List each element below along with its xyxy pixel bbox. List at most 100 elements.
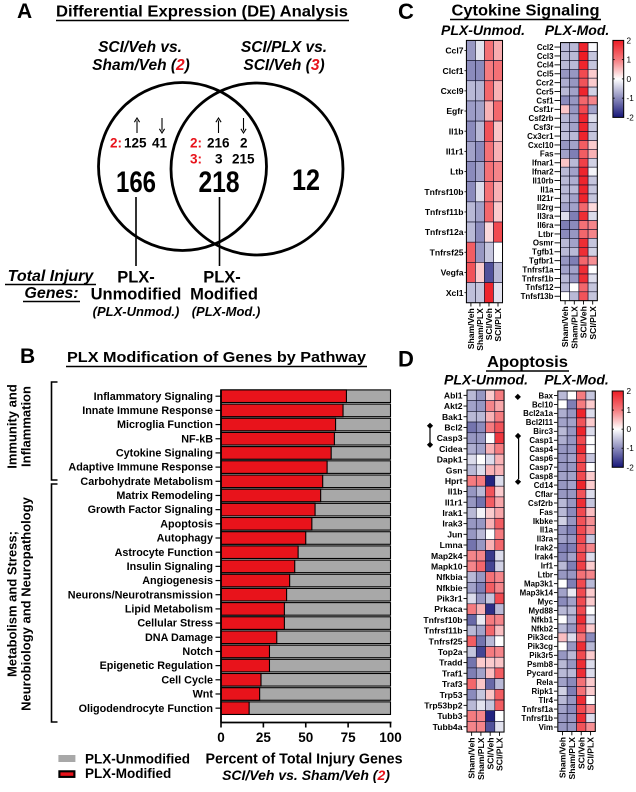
- svg-text:Total Injury: Total Injury: [8, 268, 95, 285]
- svg-text:Tgfbr1: Tgfbr1: [529, 256, 554, 265]
- svg-text:Sham/Veh: Sham/Veh: [560, 306, 570, 347]
- svg-text:Traf3: Traf3: [442, 679, 463, 689]
- svg-text:Sham/PLX: Sham/PLX: [476, 737, 486, 780]
- svg-text:Tnfrsf25: Tnfrsf25: [430, 247, 464, 257]
- svg-text:Casp4: Casp4: [529, 445, 553, 454]
- svg-text:Il1a: Il1a: [540, 526, 554, 535]
- svg-text:Tnfrsf10b: Tnfrsf10b: [423, 615, 462, 625]
- svg-text:SCI/Veh: SCI/Veh: [576, 737, 586, 769]
- svg-text:Unmodified: Unmodified: [91, 286, 182, 304]
- svg-text:Casp1: Casp1: [529, 436, 553, 445]
- svg-text:Cx3cr1: Cx3cr1: [527, 132, 554, 141]
- svg-text:Csf2rb: Csf2rb: [529, 114, 554, 123]
- svg-text:SCI/Veh: SCI/Veh: [484, 308, 494, 340]
- svg-text:SCI/PLX vs.: SCI/PLX vs.: [241, 39, 327, 56]
- svg-text:Differential Expression (DE) A: Differential Expression (DE) Analysis: [56, 4, 348, 21]
- svg-text:Myc: Myc: [538, 597, 554, 606]
- svg-text:Casp6: Casp6: [529, 454, 553, 463]
- svg-text:PLX-Unmod.: PLX-Unmod.: [444, 372, 528, 388]
- svg-text:Cytokine Signaling: Cytokine Signaling: [452, 3, 600, 20]
- svg-text:Vim: Vim: [539, 723, 553, 732]
- svg-text:PLX Modification of Genes by P: PLX Modification of Genes by Pathway: [67, 349, 367, 366]
- svg-text:Tgfb1: Tgfb1: [532, 248, 554, 257]
- svg-text:-1: -1: [627, 94, 635, 103]
- svg-text:Cflar: Cflar: [535, 490, 553, 499]
- svg-text:Rela: Rela: [536, 678, 553, 687]
- svg-text:Inflammatory Signaling: Inflammatory Signaling: [94, 391, 213, 403]
- svg-text:Neurons/Neurotransmission: Neurons/Neurotransmission: [68, 589, 213, 601]
- svg-text:0: 0: [627, 75, 632, 84]
- svg-text:Lmna: Lmna: [440, 540, 463, 550]
- svg-text:Microglia Function: Microglia Function: [117, 419, 213, 431]
- svg-text:Notch: Notch: [182, 646, 213, 658]
- svg-text:A: A: [17, 0, 32, 23]
- svg-text:PLX-: PLX-: [203, 269, 241, 287]
- svg-text:Abl1: Abl1: [444, 390, 463, 400]
- svg-text:Casp7: Casp7: [529, 463, 553, 472]
- svg-text:Bak1: Bak1: [442, 412, 463, 422]
- svg-text:SCI/Veh: SCI/Veh: [485, 738, 495, 770]
- svg-text:Tradd: Tradd: [439, 658, 462, 668]
- svg-text:Mapk10: Mapk10: [431, 561, 463, 571]
- svg-text:SCI/PLX: SCI/PLX: [495, 737, 505, 771]
- svg-text:C: C: [398, 0, 414, 24]
- svg-text:Pycard: Pycard: [527, 669, 553, 678]
- svg-text:Tnfrsf1a: Tnfrsf1a: [522, 705, 554, 714]
- svg-text:Apoptosis: Apoptosis: [160, 518, 213, 530]
- svg-text:Nfkbia: Nfkbia: [436, 572, 462, 582]
- svg-text:Growth Factor Signaling: Growth Factor Signaling: [88, 504, 213, 516]
- svg-text:Ifnar2: Ifnar2: [532, 167, 554, 176]
- svg-text:1: 1: [627, 56, 632, 65]
- svg-text:Wnt: Wnt: [193, 689, 214, 701]
- svg-text:Prkaca: Prkaca: [434, 604, 462, 614]
- svg-text:Il10rb: Il10rb: [532, 176, 553, 185]
- svg-text:PLX-Mod.: PLX-Mod.: [545, 22, 610, 38]
- svg-text:2: 2: [627, 36, 632, 45]
- svg-text:Psmb8: Psmb8: [527, 660, 553, 669]
- svg-text:Neurobiology and Neuropatholog: Neurobiology and Neuropathology: [19, 496, 34, 711]
- svg-text:Tubb3: Tubb3: [437, 711, 462, 721]
- svg-text:Carbohydrate Metabolism: Carbohydrate Metabolism: [80, 476, 213, 488]
- svg-text:Bcl2: Bcl2: [444, 423, 462, 433]
- svg-text:Traf1: Traf1: [442, 668, 463, 678]
- svg-text:0: 0: [217, 730, 225, 745]
- svg-text:(PLX-Unmod.): (PLX-Unmod.): [93, 304, 180, 319]
- svg-text:SCI/PLX: SCI/PLX: [493, 308, 503, 342]
- svg-text:Pik3cd: Pik3cd: [528, 633, 554, 642]
- svg-text:Irak3: Irak3: [442, 519, 462, 529]
- svg-text:Sham/PLX: Sham/PLX: [475, 308, 485, 351]
- svg-text:Bcl10: Bcl10: [532, 400, 554, 409]
- svg-text:Astrocyte Function: Astrocyte Function: [115, 547, 213, 559]
- svg-text:1: 1: [627, 406, 632, 415]
- svg-text:Il1r1: Il1r1: [446, 146, 464, 156]
- svg-text:Csf3r: Csf3r: [533, 123, 553, 132]
- svg-text:Il2rg: Il2rg: [537, 203, 554, 212]
- svg-text:-1: -1: [627, 444, 635, 453]
- svg-text:Ripk1: Ripk1: [532, 687, 554, 696]
- svg-text:12: 12: [292, 164, 320, 197]
- svg-text:Tnfrsf12a: Tnfrsf12a: [425, 227, 464, 237]
- svg-text:Irak4: Irak4: [535, 553, 554, 562]
- svg-text:Pik3cg: Pik3cg: [528, 642, 554, 651]
- svg-text:NF-kB: NF-kB: [181, 433, 213, 445]
- svg-text:DNA Damage: DNA Damage: [145, 632, 213, 644]
- svg-text:Trp53bp2: Trp53bp2: [424, 700, 462, 710]
- svg-text:Ccl7: Ccl7: [445, 46, 463, 56]
- svg-text:0: 0: [627, 425, 632, 434]
- svg-text:Tnfsf13b: Tnfsf13b: [521, 292, 554, 301]
- svg-text:Tnfrsf11b: Tnfrsf11b: [425, 207, 464, 217]
- svg-text:Sham/Veh: Sham/Veh: [467, 738, 477, 779]
- svg-text:166: 166: [116, 166, 156, 199]
- svg-text:Cxcl10: Cxcl10: [528, 141, 554, 150]
- svg-text:Bcl2a1a: Bcl2a1a: [523, 409, 553, 418]
- svg-text:Il3ra: Il3ra: [537, 212, 554, 221]
- svg-text:Irf1: Irf1: [541, 562, 554, 571]
- svg-text:Map3k1: Map3k1: [524, 579, 554, 588]
- svg-text:Irak2: Irak2: [535, 544, 554, 553]
- svg-text:Ikbke: Ikbke: [533, 517, 554, 526]
- svg-text:Vegfa: Vegfa: [441, 268, 464, 278]
- svg-text:Tnfrsf25: Tnfrsf25: [429, 636, 463, 646]
- svg-text:Nfkb1: Nfkb1: [531, 615, 554, 624]
- svg-text:Xcl1: Xcl1: [446, 288, 464, 298]
